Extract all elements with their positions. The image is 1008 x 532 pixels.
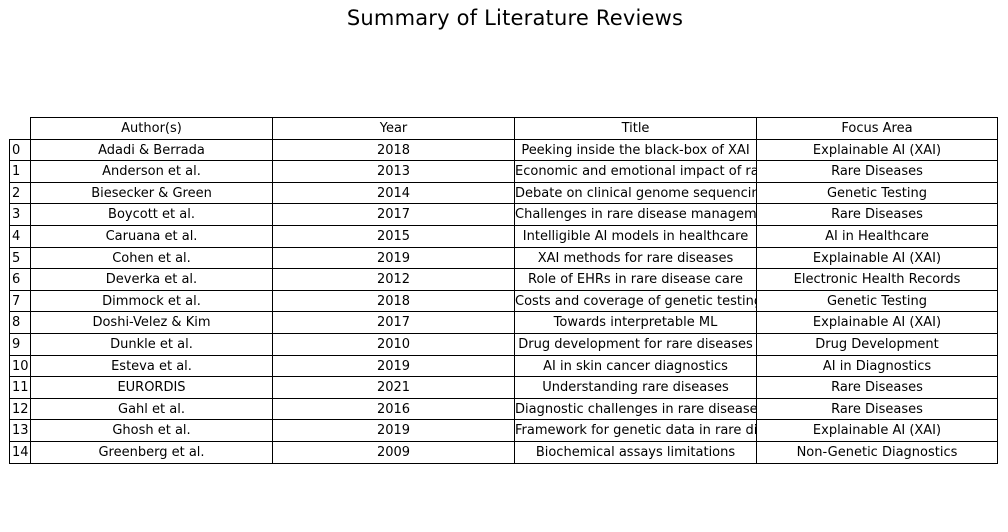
- row-index-cell: 7: [9, 289, 31, 313]
- row-index-cell: 13: [9, 419, 31, 442]
- table-cell: EURORDIS: [30, 376, 273, 399]
- table-cell: Explainable AI (XAI): [756, 138, 998, 162]
- table-cell: Genetic Testing: [756, 181, 998, 205]
- table-cell: Rare Diseases: [756, 397, 998, 421]
- table-cell: Doshi-Velez & Kim: [30, 311, 273, 334]
- table-cell: 2018: [272, 289, 515, 313]
- table-cell: Towards interpretable ML: [514, 311, 757, 334]
- table-cell: Explainable AI (XAI): [756, 246, 998, 270]
- table-cell: 2014: [272, 181, 515, 205]
- table-cell: 2021: [272, 376, 515, 399]
- table-cell: Adadi & Berrada: [30, 138, 273, 162]
- table-cell: 2016: [272, 397, 515, 421]
- table-cell: Ghosh et al.: [30, 419, 273, 442]
- column-header: Focus Area: [756, 117, 998, 140]
- row-index-cell: 10: [9, 354, 31, 378]
- row-index-cell: 0: [9, 138, 31, 162]
- table-cell: Understanding rare diseases: [514, 376, 757, 399]
- table-cell: Intelligible AI models in healthcare: [514, 225, 757, 248]
- table-cell: Economic and emotional impact of rare di…: [514, 160, 757, 183]
- table-cell: 2009: [272, 441, 515, 464]
- row-index-cell: 8: [9, 311, 31, 334]
- table-cell: Anderson et al.: [30, 160, 273, 183]
- table-cell: Drug Development: [756, 333, 998, 356]
- table-cell: 2017: [272, 311, 515, 334]
- table-cell: Esteva et al.: [30, 354, 273, 378]
- table-cell: AI in skin cancer diagnostics: [514, 354, 757, 378]
- table-cell: 2010: [272, 333, 515, 356]
- row-index-cell: 2: [9, 181, 31, 205]
- table-cell: Peeking inside the black-box of XAI: [514, 138, 757, 162]
- row-index-cell: 3: [9, 203, 31, 226]
- table-cell: Role of EHRs in rare disease care: [514, 268, 757, 291]
- table-cell: Non-Genetic Diagnostics: [756, 441, 998, 464]
- table-cell: Rare Diseases: [756, 160, 998, 183]
- table-cell: Explainable AI (XAI): [756, 311, 998, 334]
- table-cell: Gahl et al.: [30, 397, 273, 421]
- table-cell: Rare Diseases: [756, 203, 998, 226]
- row-index-cell: 4: [9, 225, 31, 248]
- table-cell: Debate on clinical genome sequencing: [514, 181, 757, 205]
- table-cell: 2012: [272, 268, 515, 291]
- row-index-cell: 9: [9, 333, 31, 356]
- chart-title: Summary of Literature Reviews: [346, 6, 684, 30]
- table-cell: 2019: [272, 246, 515, 270]
- table-cell: Caruana et al.: [30, 225, 273, 248]
- table-cell: Biochemical assays limitations: [514, 441, 757, 464]
- table-cell: Greenberg et al.: [30, 441, 273, 464]
- row-index-cell: 6: [9, 268, 31, 291]
- table-cell: Boycott et al.: [30, 203, 273, 226]
- table-cell: Costs and coverage of genetic testing: [514, 289, 757, 313]
- row-index-cell: 14: [9, 441, 31, 464]
- row-index-cell: 12: [9, 397, 31, 421]
- table-cell: Biesecker & Green: [30, 181, 273, 205]
- table-cell: Drug development for rare diseases: [514, 333, 757, 356]
- table-cell: Explainable AI (XAI): [756, 419, 998, 442]
- table-cell: Genetic Testing: [756, 289, 998, 313]
- table-cell: Challenges in rare disease management: [514, 203, 757, 226]
- column-header: Author(s): [30, 117, 273, 140]
- table-cell: Dunkle et al.: [30, 333, 273, 356]
- table-cell: Framework for genetic data in rare disea…: [514, 419, 757, 442]
- table-cell: 2019: [272, 354, 515, 378]
- table-cell: AI in Diagnostics: [756, 354, 998, 378]
- row-index-cell: 1: [9, 160, 31, 183]
- column-header: Year: [272, 117, 515, 140]
- table-cell: Dimmock et al.: [30, 289, 273, 313]
- table-cell: Electronic Health Records: [756, 268, 998, 291]
- table-cell: AI in Healthcare: [756, 225, 998, 248]
- table-cell: 2017: [272, 203, 515, 226]
- table-cell: 2018: [272, 138, 515, 162]
- table-cell: Deverka et al.: [30, 268, 273, 291]
- table-cell: 2019: [272, 419, 515, 442]
- row-index-cell: 11: [9, 376, 31, 399]
- table-cell: Rare Diseases: [756, 376, 998, 399]
- column-header: Title: [514, 117, 757, 140]
- table-cell: XAI methods for rare diseases: [514, 246, 757, 270]
- table-cell: 2013: [272, 160, 515, 183]
- row-index-cell: 5: [9, 246, 31, 270]
- table-cell: 2015: [272, 225, 515, 248]
- table-cell: Diagnostic challenges in rare diseases: [514, 397, 757, 421]
- table-cell: Cohen et al.: [30, 246, 273, 270]
